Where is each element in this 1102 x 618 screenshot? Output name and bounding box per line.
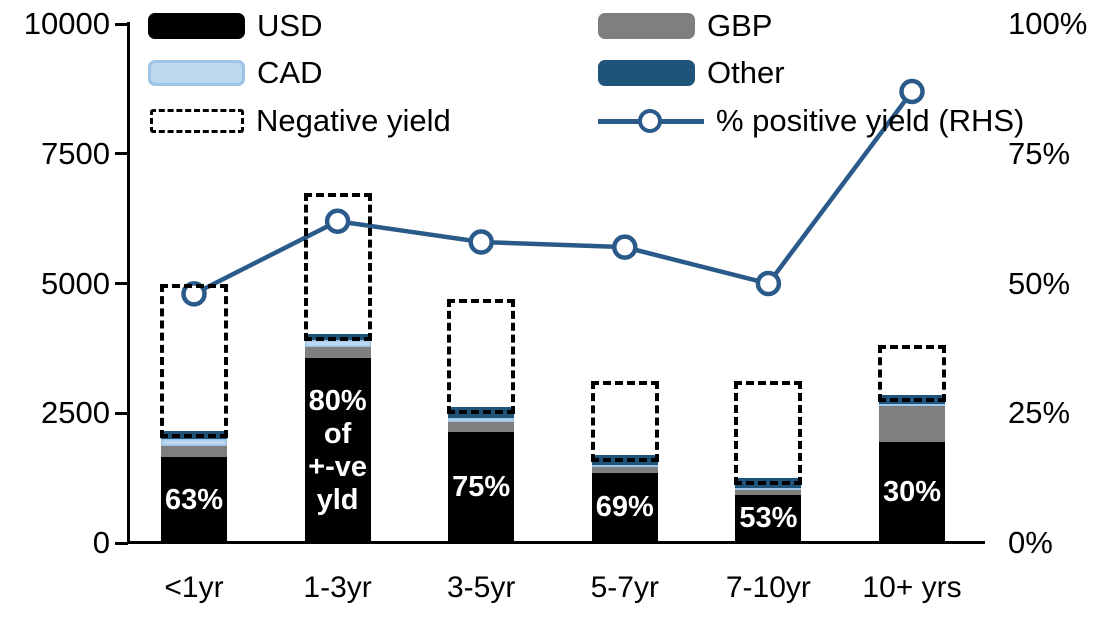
- x-axis-baseline: [127, 541, 985, 544]
- right-axis-tick-label: 100%: [1008, 6, 1088, 41]
- legend-label-usd: USD: [257, 8, 323, 43]
- left-axis-tick: [115, 541, 128, 545]
- bar-segment-cad: [161, 439, 227, 447]
- left-axis-spine: [127, 22, 130, 544]
- legend-item-gbp: GBP: [598, 9, 772, 43]
- x-axis-category-label: 10+ yrs: [862, 571, 962, 604]
- x-axis-category-label: 3-5yr: [447, 571, 516, 604]
- bar-segment-usd: [304, 358, 371, 543]
- gbp-swatch-icon: [598, 13, 695, 39]
- left-axis-tick: [115, 152, 128, 156]
- bar-segment-gbp: [879, 405, 945, 442]
- negative-yield-outline: [160, 283, 228, 439]
- left-axis-tick-label: 7500: [41, 135, 110, 171]
- legend-label-cad: CAD: [257, 55, 323, 90]
- negative-yield-outline: [447, 299, 516, 414]
- right-axis-tick-label: 25%: [1008, 395, 1071, 431]
- line-point-marker: [612, 234, 638, 260]
- usd-swatch-icon: [148, 13, 245, 39]
- line-point-marker: [324, 208, 351, 234]
- bar-segment-usd: [879, 441, 945, 543]
- bar-segment-usd: [591, 472, 658, 543]
- legend-item-positive-yield-line: % positive yield (RHS): [598, 104, 1024, 138]
- bar-segment-usd: [161, 457, 227, 543]
- left-axis-tick: [115, 411, 128, 415]
- bar-segment-usd: [448, 431, 515, 543]
- legend-label-gbp: GBP: [707, 8, 773, 43]
- x-axis-category-label: <1yr: [164, 571, 224, 604]
- legend-item-other: Other: [598, 56, 785, 90]
- legend-label-negative-yield: Negative yield: [256, 103, 451, 138]
- bar-value-label: 63%: [164, 483, 224, 516]
- left-axis-tick: [115, 22, 128, 26]
- line-marker-icon: [598, 108, 704, 134]
- line-point-marker: [468, 229, 494, 255]
- x-axis-category-label: 1-3yr: [303, 571, 372, 604]
- negative-yield-outline: [734, 381, 803, 486]
- line-point-marker: [899, 78, 925, 105]
- bar-segment-cad: [448, 417, 515, 423]
- bar-segment-cad: [591, 465, 658, 467]
- other-swatch-icon: [598, 60, 695, 86]
- legend-item-negative-yield: Negative yield: [150, 104, 451, 138]
- x-axis-category-label: 5-7yr: [590, 571, 659, 604]
- bar-segment-cad: [879, 403, 945, 406]
- left-axis-tick-label: 0: [92, 525, 110, 560]
- legend-item-cad: CAD: [148, 56, 322, 90]
- bar-segment-usd: [735, 494, 802, 543]
- bar-value-label: 69%: [595, 491, 654, 524]
- line-point-marker: [755, 270, 782, 297]
- bar-segment-cad: [304, 340, 371, 348]
- left-axis-tick-label: 5000: [41, 265, 110, 301]
- line-point-marker: [181, 281, 207, 307]
- legend-label-other: Other: [707, 55, 785, 90]
- bar-segment-gbp: [304, 347, 371, 359]
- left-axis-tick-label: 10000: [23, 6, 110, 41]
- cad-swatch-icon: [148, 60, 245, 86]
- left-axis-tick: [115, 282, 128, 285]
- legend-item-usd: USD: [148, 9, 322, 43]
- bar-segment-gbp: [591, 466, 658, 473]
- right-axis-tick-label: 0%: [1008, 525, 1053, 560]
- legend-label-positive-yield: % positive yield (RHS): [716, 103, 1025, 138]
- bar-segment-cad: [735, 487, 802, 490]
- negative-yield-outline: [303, 192, 372, 341]
- negative-yield-outline: [878, 344, 946, 402]
- bar-value-label: 30%: [882, 475, 942, 508]
- left-axis-tick-label: 2500: [41, 395, 110, 431]
- bar-segment-gbp: [448, 422, 515, 432]
- bar-value-label: 75%: [452, 470, 511, 503]
- negative-yield-swatch-icon: [150, 109, 244, 133]
- bar-value-label: 80% of +-ve yld: [308, 384, 368, 516]
- negative-yield-outline: [590, 381, 659, 463]
- bar-segment-gbp: [735, 489, 802, 495]
- bar-segment-gbp: [161, 446, 227, 458]
- bar-value-label: 53%: [739, 502, 798, 535]
- x-axis-category-label: 7-10yr: [725, 571, 811, 604]
- right-axis-tick-label: 50%: [1008, 265, 1071, 301]
- right-axis-tick-label: 75%: [1008, 135, 1071, 171]
